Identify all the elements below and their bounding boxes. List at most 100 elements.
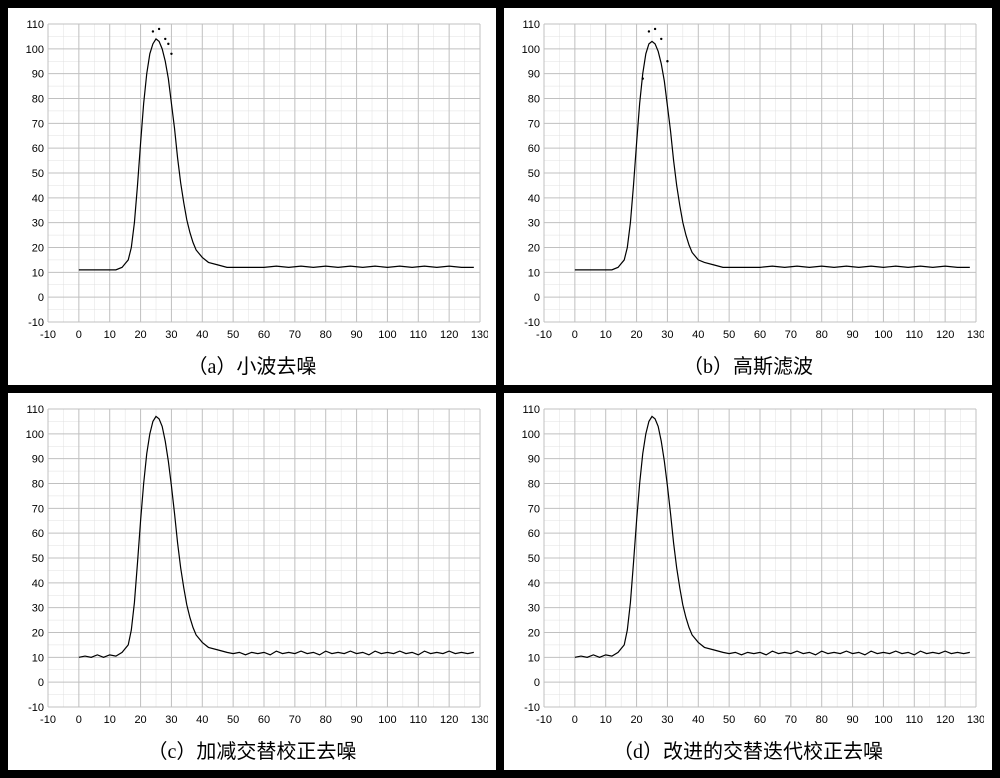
svg-text:120: 120 bbox=[440, 329, 458, 341]
svg-text:90: 90 bbox=[350, 329, 362, 341]
svg-text:20: 20 bbox=[630, 329, 642, 341]
svg-text:30: 30 bbox=[661, 714, 673, 726]
svg-text:20: 20 bbox=[32, 628, 44, 640]
svg-text:50: 50 bbox=[723, 329, 735, 341]
svg-text:40: 40 bbox=[692, 714, 704, 726]
svg-text:60: 60 bbox=[528, 528, 540, 540]
svg-text:80: 80 bbox=[528, 94, 540, 106]
svg-text:40: 40 bbox=[196, 329, 208, 341]
svg-text:120: 120 bbox=[936, 329, 954, 341]
svg-text:-10: -10 bbox=[40, 329, 56, 341]
svg-text:50: 50 bbox=[528, 168, 540, 180]
svg-text:-10: -10 bbox=[536, 329, 552, 341]
svg-text:130: 130 bbox=[471, 714, 488, 726]
svg-text:-10: -10 bbox=[28, 702, 44, 714]
svg-text:70: 70 bbox=[785, 329, 797, 341]
caption-c: （c）加减交替校正去噪 bbox=[16, 729, 488, 766]
svg-text:70: 70 bbox=[289, 714, 301, 726]
panel-d: -100102030405060708090100110120130-10010… bbox=[504, 393, 992, 770]
svg-text:60: 60 bbox=[754, 329, 766, 341]
svg-text:80: 80 bbox=[32, 479, 44, 491]
svg-text:40: 40 bbox=[528, 578, 540, 590]
svg-text:20: 20 bbox=[630, 714, 642, 726]
svg-text:50: 50 bbox=[32, 553, 44, 565]
svg-text:20: 20 bbox=[528, 243, 540, 255]
svg-text:70: 70 bbox=[528, 118, 540, 130]
svg-text:30: 30 bbox=[165, 714, 177, 726]
svg-text:50: 50 bbox=[227, 714, 239, 726]
svg-text:30: 30 bbox=[32, 603, 44, 615]
svg-text:0: 0 bbox=[38, 677, 44, 689]
svg-text:80: 80 bbox=[528, 479, 540, 491]
svg-text:0: 0 bbox=[534, 292, 540, 304]
svg-text:110: 110 bbox=[26, 19, 44, 31]
svg-text:10: 10 bbox=[104, 714, 116, 726]
svg-text:40: 40 bbox=[196, 714, 208, 726]
svg-text:60: 60 bbox=[258, 329, 270, 341]
svg-text:90: 90 bbox=[846, 714, 858, 726]
svg-text:90: 90 bbox=[846, 329, 858, 341]
svg-text:110: 110 bbox=[906, 329, 924, 341]
svg-text:10: 10 bbox=[600, 714, 612, 726]
svg-text:90: 90 bbox=[32, 454, 44, 466]
svg-text:30: 30 bbox=[661, 329, 673, 341]
svg-text:110: 110 bbox=[522, 19, 540, 31]
svg-text:-10: -10 bbox=[524, 317, 540, 329]
svg-text:60: 60 bbox=[32, 528, 44, 540]
caption-b: （b）高斯滤波 bbox=[512, 344, 984, 381]
svg-text:10: 10 bbox=[528, 267, 540, 279]
svg-text:30: 30 bbox=[165, 329, 177, 341]
svg-text:20: 20 bbox=[134, 329, 146, 341]
svg-text:40: 40 bbox=[32, 578, 44, 590]
svg-text:100: 100 bbox=[874, 329, 892, 341]
chart-c: -100102030405060708090100110120130-10010… bbox=[16, 401, 488, 729]
svg-text:60: 60 bbox=[258, 714, 270, 726]
svg-text:20: 20 bbox=[528, 628, 540, 640]
caption-a: （a）小波去噪 bbox=[16, 344, 488, 381]
svg-text:10: 10 bbox=[32, 267, 44, 279]
svg-text:-10: -10 bbox=[524, 702, 540, 714]
svg-text:30: 30 bbox=[528, 218, 540, 230]
svg-text:10: 10 bbox=[600, 329, 612, 341]
svg-text:120: 120 bbox=[936, 714, 954, 726]
svg-text:40: 40 bbox=[32, 193, 44, 205]
svg-text:10: 10 bbox=[32, 652, 44, 664]
svg-text:40: 40 bbox=[692, 329, 704, 341]
svg-text:90: 90 bbox=[528, 69, 540, 81]
svg-text:110: 110 bbox=[26, 404, 44, 416]
svg-text:80: 80 bbox=[816, 329, 828, 341]
svg-text:70: 70 bbox=[289, 329, 301, 341]
svg-text:130: 130 bbox=[967, 714, 984, 726]
svg-text:0: 0 bbox=[572, 329, 578, 341]
figure-grid: -100102030405060708090100110120130-10010… bbox=[0, 0, 1000, 778]
svg-text:70: 70 bbox=[785, 714, 797, 726]
svg-text:70: 70 bbox=[528, 503, 540, 515]
svg-text:100: 100 bbox=[522, 44, 540, 56]
svg-text:50: 50 bbox=[723, 714, 735, 726]
svg-text:80: 80 bbox=[320, 329, 332, 341]
svg-text:90: 90 bbox=[528, 454, 540, 466]
svg-text:40: 40 bbox=[528, 193, 540, 205]
svg-text:100: 100 bbox=[26, 44, 44, 56]
svg-text:60: 60 bbox=[32, 143, 44, 155]
svg-text:0: 0 bbox=[38, 292, 44, 304]
chart-d: -100102030405060708090100110120130-10010… bbox=[512, 401, 984, 729]
svg-text:50: 50 bbox=[528, 553, 540, 565]
svg-text:110: 110 bbox=[906, 714, 924, 726]
svg-text:80: 80 bbox=[320, 714, 332, 726]
panel-a: -100102030405060708090100110120130-10010… bbox=[8, 8, 496, 385]
panel-c: -100102030405060708090100110120130-10010… bbox=[8, 393, 496, 770]
svg-text:100: 100 bbox=[26, 429, 44, 441]
svg-text:130: 130 bbox=[471, 329, 488, 341]
chart-a: -100102030405060708090100110120130-10010… bbox=[16, 16, 488, 344]
svg-text:60: 60 bbox=[754, 714, 766, 726]
svg-text:0: 0 bbox=[76, 714, 82, 726]
svg-text:0: 0 bbox=[76, 329, 82, 341]
svg-text:30: 30 bbox=[32, 218, 44, 230]
svg-text:0: 0 bbox=[572, 714, 578, 726]
svg-text:-10: -10 bbox=[40, 714, 56, 726]
svg-text:10: 10 bbox=[528, 652, 540, 664]
svg-text:20: 20 bbox=[32, 243, 44, 255]
svg-text:100: 100 bbox=[378, 329, 396, 341]
svg-text:100: 100 bbox=[378, 714, 396, 726]
